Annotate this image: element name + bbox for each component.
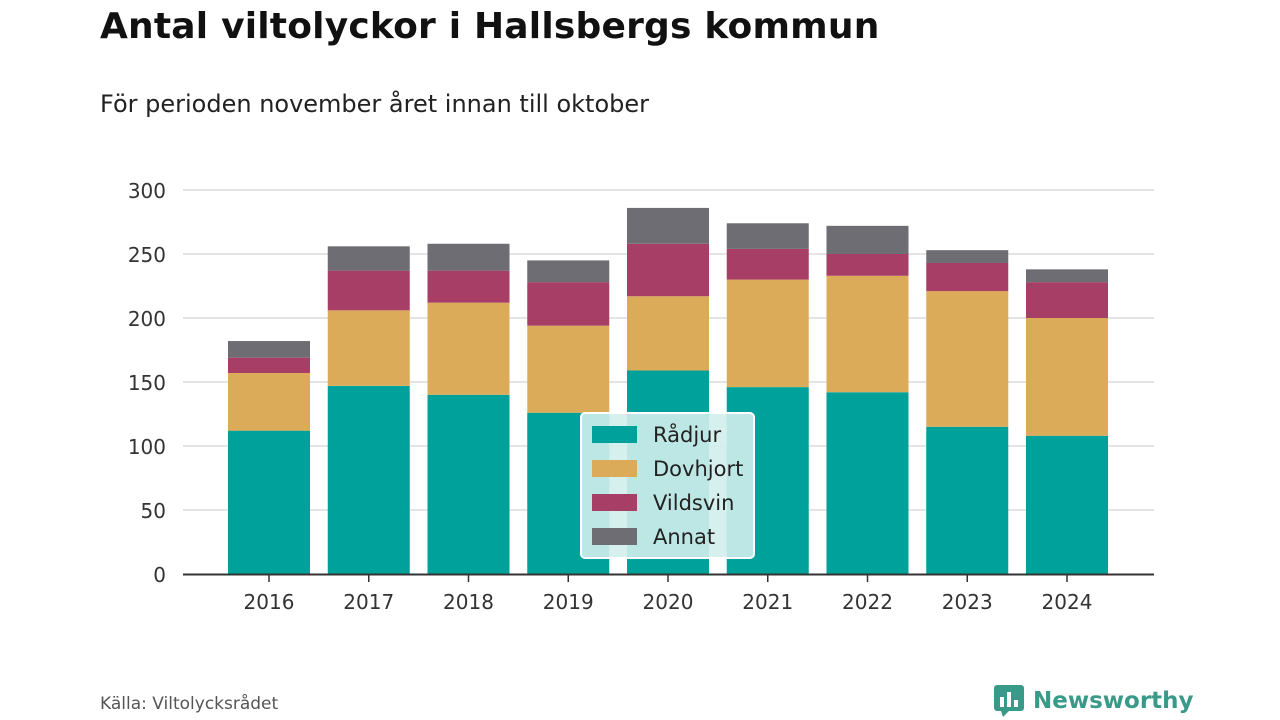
bar-2021-dovhjort — [726, 279, 809, 388]
x-tick-label-2018: 2018 — [443, 590, 494, 614]
bar-2017-annat — [327, 246, 410, 271]
legend-box — [580, 412, 755, 559]
y-tick-label-200: 200 — [128, 307, 166, 331]
bar-2024-radjur — [1026, 435, 1108, 574]
bar-2020-annat — [627, 207, 709, 244]
chart-title: Antal viltolyckor i Hallsbergs kommun — [100, 6, 880, 47]
brand-name: Newsworthy — [1033, 688, 1194, 714]
bar-2021-vildsvin — [726, 248, 809, 280]
bar-2023-annat — [926, 250, 1009, 263]
x-tick-label-2019: 2019 — [543, 590, 594, 614]
y-tick-label-100: 100 — [128, 435, 166, 459]
bar-2019-dovhjort — [527, 325, 610, 413]
x-axis-tick-labels: 2016 2017 2018 2019 2020 2021 2022 2023 2024 — [244, 575, 1093, 614]
legend-label-dovhjort: Dovhjort — [653, 457, 743, 481]
bar-2017-vildsvin — [327, 270, 410, 311]
bar-2016-radjur — [228, 430, 310, 574]
bar-2018-vildsvin — [427, 270, 510, 303]
bar-2016-dovhjort — [228, 373, 310, 431]
legend-swatch-radjur — [592, 426, 637, 443]
x-tick-label-2022: 2022 — [842, 590, 893, 614]
y-tick-label-150: 150 — [128, 371, 166, 395]
bar-2018-dovhjort — [427, 302, 510, 395]
bar-2024-vildsvin — [1026, 282, 1108, 318]
bar-2017-radjur — [327, 385, 410, 574]
x-tick-label-2020: 2020 — [643, 590, 694, 614]
bar-2022-annat — [826, 225, 909, 254]
y-tick-label-0: 0 — [153, 563, 166, 587]
legend: Rådjur Dovhjort Vildsvin Annat — [580, 412, 755, 559]
bar-2024-annat — [1026, 269, 1108, 283]
legend-label-vildsvin: Vildsvin — [653, 491, 734, 515]
legend-label-annat: Annat — [653, 525, 715, 549]
bar-2018-radjur — [427, 394, 510, 574]
x-tick-label-2017: 2017 — [343, 590, 394, 614]
legend-label-radjur: Rådjur — [653, 422, 721, 447]
newsworthy-logo-icon — [994, 685, 1024, 717]
x-tick-label-2024: 2024 — [1042, 590, 1093, 614]
bar-2021-annat — [726, 223, 809, 249]
legend-swatch-vildsvin — [592, 494, 637, 511]
bar-2022-vildsvin — [826, 254, 909, 276]
x-tick-label-2023: 2023 — [942, 590, 993, 614]
x-tick-label-2016: 2016 — [244, 590, 295, 614]
source-note: Källa: Viltolycksrådet — [100, 694, 279, 714]
y-tick-label-300: 300 — [128, 179, 166, 203]
bar-2022-radjur — [826, 392, 909, 574]
bar-2024-dovhjort — [1026, 318, 1108, 436]
bar-2018-annat — [427, 243, 510, 271]
bar-2020-dovhjort — [627, 296, 709, 371]
brand-logo[interactable]: Newsworthy — [993, 684, 1194, 718]
bar-2023-radjur — [926, 426, 1009, 574]
y-axis-tick-labels: 0 50 100 150 200 250 300 — [128, 179, 166, 587]
bar-2023-vildsvin — [926, 262, 1009, 292]
y-tick-label-250: 250 — [128, 243, 166, 267]
bar-2017-dovhjort — [327, 310, 410, 386]
legend-swatch-annat — [592, 528, 637, 545]
legend-swatch-dovhjort — [592, 460, 637, 477]
chart-subtitle: För perioden november året innan till ok… — [100, 90, 649, 118]
bar-2023-dovhjort — [926, 291, 1009, 427]
bar-2020-vildsvin — [627, 243, 709, 297]
bars — [228, 207, 1108, 574]
bar-2019-annat — [527, 260, 610, 283]
x-tick-label-2021: 2021 — [742, 590, 793, 614]
bar-2016-annat — [228, 341, 310, 358]
bar-2019-vildsvin — [527, 282, 610, 326]
y-tick-label-50: 50 — [141, 499, 166, 523]
bar-2016-vildsvin — [228, 357, 310, 374]
bar-2022-dovhjort — [826, 275, 909, 393]
